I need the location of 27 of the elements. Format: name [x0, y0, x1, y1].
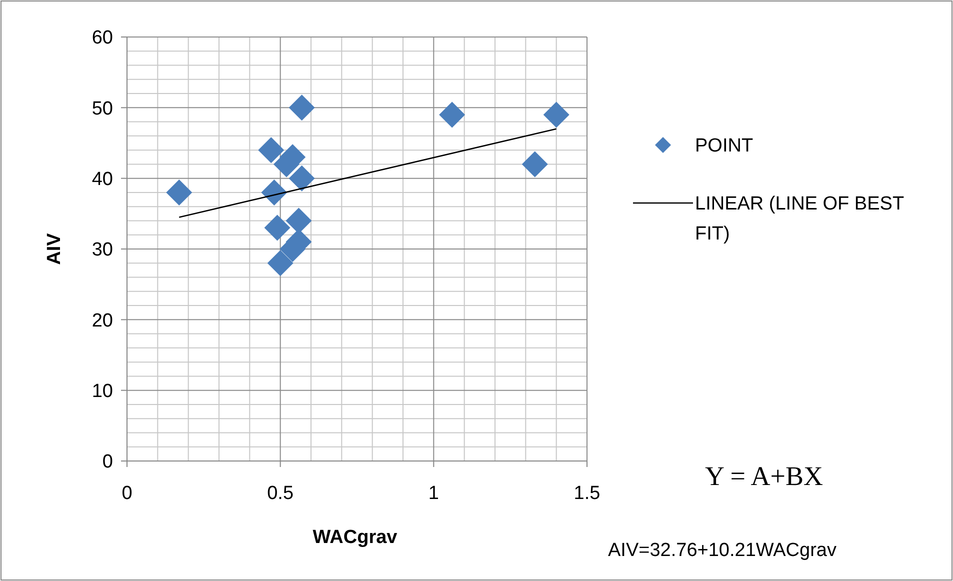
- point: [522, 151, 548, 178]
- y-tick-label: 60: [92, 28, 113, 49]
- point: [264, 214, 290, 241]
- x-axis-title: WACgrav: [312, 527, 398, 548]
- point: [288, 165, 315, 192]
- text: Y = A+BX: [705, 461, 824, 491]
- y-tick-label: 50: [92, 98, 113, 120]
- y-tick-label: 0: [102, 452, 113, 473]
- point: [267, 250, 294, 276]
- x-tick-label: 1.5: [574, 483, 600, 504]
- y-axis-title: AIV: [44, 232, 65, 265]
- x-tick-label: 1: [428, 483, 439, 504]
- point: [288, 94, 315, 121]
- y-tick-label: 20: [92, 310, 113, 332]
- point: [261, 179, 288, 206]
- y-tick-label: 40: [92, 168, 113, 190]
- x-tick-label: 0.5: [267, 483, 294, 504]
- text: AIV=32.76+10.21WACgrav: [608, 540, 837, 561]
- x-tick-label: 0: [122, 483, 132, 504]
- point: [543, 102, 570, 128]
- legend-label: POINT: [695, 136, 754, 157]
- y-tick-label: 10: [92, 380, 113, 402]
- y-tick-label: 30: [92, 240, 113, 261]
- point: [166, 179, 192, 206]
- point: [258, 137, 284, 164]
- legend-label: LINEAR (LINE OF BEST FIT): [695, 194, 904, 245]
- point: [439, 102, 466, 128]
